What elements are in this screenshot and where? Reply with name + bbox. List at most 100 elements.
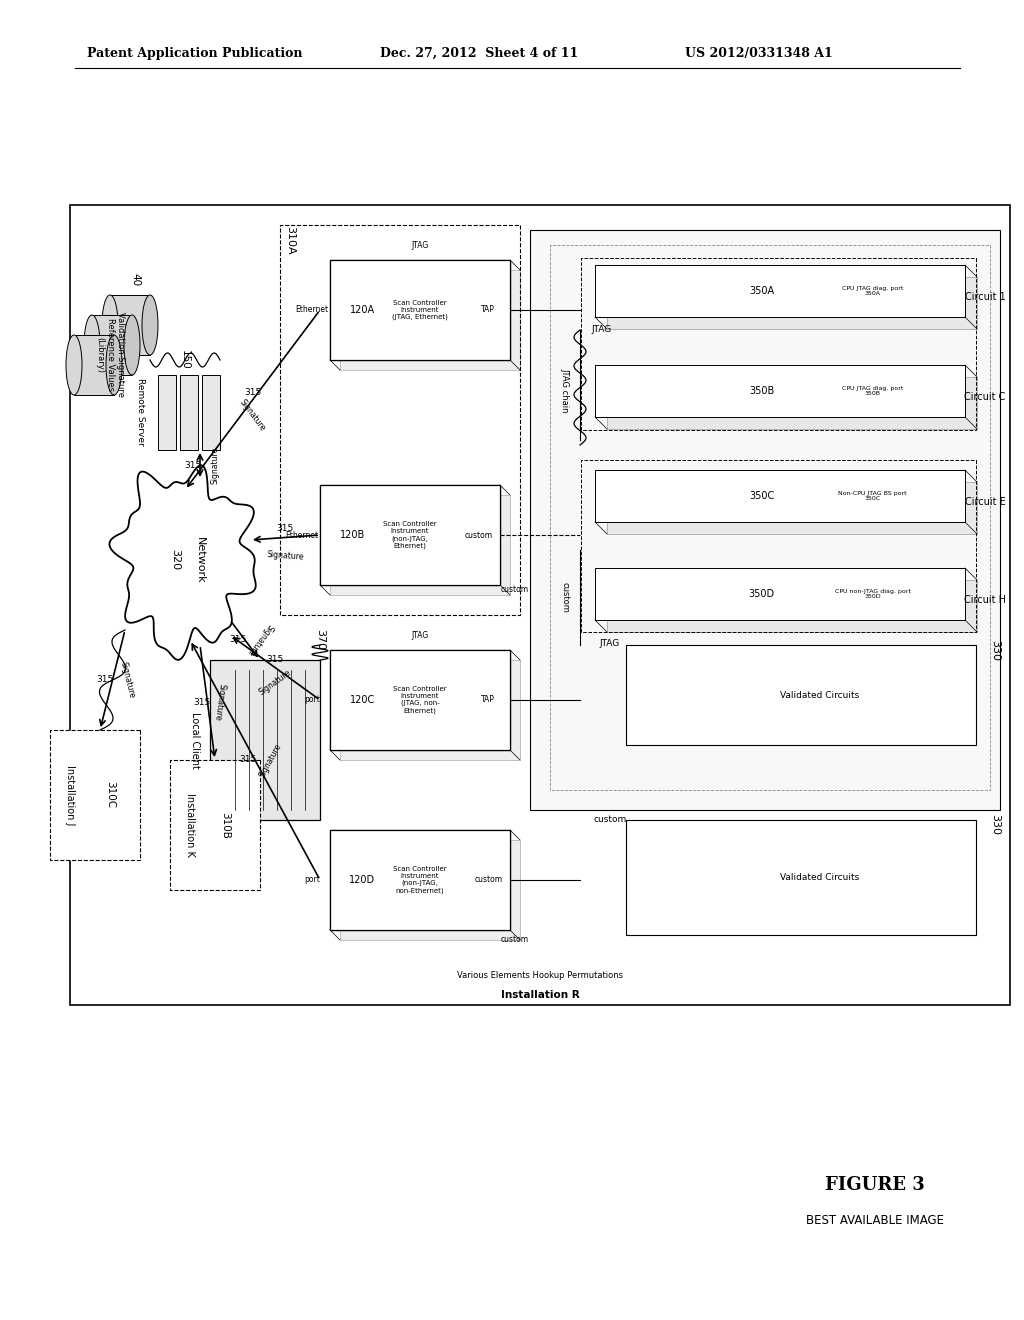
Polygon shape (106, 335, 122, 395)
Text: Signature: Signature (238, 397, 267, 433)
Text: Validated Circuits: Validated Circuits (780, 690, 859, 700)
Polygon shape (595, 265, 965, 317)
Text: 330: 330 (990, 814, 1000, 836)
Text: 330: 330 (990, 639, 1000, 660)
Polygon shape (330, 649, 510, 750)
Polygon shape (330, 495, 510, 595)
Text: 350A: 350A (749, 286, 774, 296)
Text: 370: 370 (315, 630, 325, 651)
Text: Signature: Signature (213, 684, 226, 722)
Text: 315: 315 (244, 388, 261, 397)
Text: Network: Network (195, 537, 205, 583)
Text: Circuit C: Circuit C (965, 392, 1006, 403)
Text: 350C: 350C (749, 491, 774, 502)
Text: 315: 315 (276, 524, 294, 533)
Text: Remote Server: Remote Server (135, 378, 144, 446)
Text: 315: 315 (229, 635, 246, 644)
Polygon shape (50, 730, 140, 861)
Text: 315: 315 (239, 755, 256, 764)
Polygon shape (595, 470, 965, 521)
Text: JTAG: JTAG (592, 326, 612, 334)
Text: Signature: Signature (257, 668, 293, 697)
Text: port: port (304, 696, 319, 705)
Text: 120D: 120D (349, 875, 376, 884)
Polygon shape (92, 315, 132, 375)
Text: Scan Controller
Instrument
(non-JTAG,
Ethernet): Scan Controller Instrument (non-JTAG, Et… (383, 521, 437, 549)
Polygon shape (84, 315, 100, 375)
Text: JTAG: JTAG (412, 631, 429, 639)
Text: Non-CPU JTAG BS port
350C: Non-CPU JTAG BS port 350C (839, 491, 907, 502)
Polygon shape (607, 277, 977, 329)
Polygon shape (607, 378, 977, 429)
Polygon shape (102, 294, 118, 355)
Polygon shape (330, 830, 510, 931)
Text: TAP: TAP (481, 305, 496, 314)
Polygon shape (330, 260, 510, 360)
Text: 315: 315 (193, 698, 210, 708)
Polygon shape (70, 205, 1010, 1005)
Text: Installation J: Installation J (65, 764, 75, 825)
Text: Signature: Signature (257, 742, 283, 779)
Text: Circuit H: Circuit H (964, 595, 1006, 605)
Polygon shape (74, 335, 114, 395)
Text: BEST AVAILABLE IMAGE: BEST AVAILABLE IMAGE (806, 1213, 944, 1226)
Text: custom: custom (560, 582, 569, 612)
Text: 120B: 120B (340, 531, 365, 540)
Text: Validated Circuits: Validated Circuits (780, 874, 859, 883)
Polygon shape (530, 230, 1000, 810)
Text: 150: 150 (180, 350, 190, 370)
Polygon shape (110, 294, 150, 355)
Text: custom: custom (501, 586, 529, 594)
Polygon shape (340, 271, 520, 370)
Text: custom: custom (474, 875, 503, 884)
Polygon shape (340, 840, 520, 940)
Text: Various Elements Hookup Permutations: Various Elements Hookup Permutations (457, 970, 623, 979)
Polygon shape (607, 482, 977, 535)
Text: Ethernet: Ethernet (286, 531, 318, 540)
Text: Validation Signature
Reference Values
(Library): Validation Signature Reference Values (L… (95, 313, 125, 397)
Polygon shape (66, 335, 82, 395)
Polygon shape (110, 465, 256, 660)
Polygon shape (319, 484, 500, 585)
Text: 350D: 350D (749, 589, 774, 599)
Text: US 2012/0331348 A1: US 2012/0331348 A1 (685, 46, 833, 59)
Text: JTAG: JTAG (412, 240, 429, 249)
Text: Ethernet: Ethernet (296, 305, 329, 314)
Polygon shape (626, 645, 976, 744)
Text: Signature: Signature (266, 549, 304, 561)
Text: 120C: 120C (350, 696, 375, 705)
Polygon shape (626, 820, 976, 935)
Polygon shape (210, 660, 319, 820)
Text: Patent Application Publication: Patent Application Publication (87, 46, 302, 59)
Text: 315: 315 (96, 676, 114, 685)
Text: 350B: 350B (749, 385, 774, 396)
Text: CPU JTAG diag. port
350B: CPU JTAG diag. port 350B (842, 385, 903, 396)
Polygon shape (330, 830, 510, 931)
Polygon shape (595, 366, 965, 417)
Text: custom: custom (464, 531, 493, 540)
Text: 315: 315 (266, 656, 284, 664)
Text: JTAG: JTAG (600, 639, 621, 648)
Text: CPU JTAG diag. port
350A: CPU JTAG diag. port 350A (842, 285, 903, 297)
Text: Dec. 27, 2012  Sheet 4 of 11: Dec. 27, 2012 Sheet 4 of 11 (380, 46, 579, 59)
Polygon shape (319, 484, 500, 585)
Polygon shape (142, 294, 158, 355)
Text: Circuit E: Circuit E (965, 498, 1006, 507)
Polygon shape (202, 375, 220, 450)
Text: Circuit 1: Circuit 1 (965, 292, 1006, 302)
Text: Scan Controller
Instrument
(JTAG, Ethernet): Scan Controller Instrument (JTAG, Ethern… (392, 300, 447, 321)
Polygon shape (595, 568, 965, 620)
Text: 310B: 310B (220, 812, 230, 838)
Text: port: port (304, 875, 319, 884)
Text: 40: 40 (130, 273, 140, 286)
Text: Signature: Signature (245, 623, 274, 657)
Text: custom: custom (501, 936, 529, 945)
Text: Signature: Signature (119, 661, 136, 700)
Polygon shape (170, 760, 260, 890)
Text: 310A: 310A (285, 226, 295, 255)
Polygon shape (607, 579, 977, 632)
Text: Scan Controller
Instrument
(non-JTAG,
non-Ethernet): Scan Controller Instrument (non-JTAG, no… (393, 866, 446, 894)
Text: Signature: Signature (211, 446, 219, 483)
Polygon shape (340, 660, 520, 760)
Polygon shape (180, 375, 198, 450)
